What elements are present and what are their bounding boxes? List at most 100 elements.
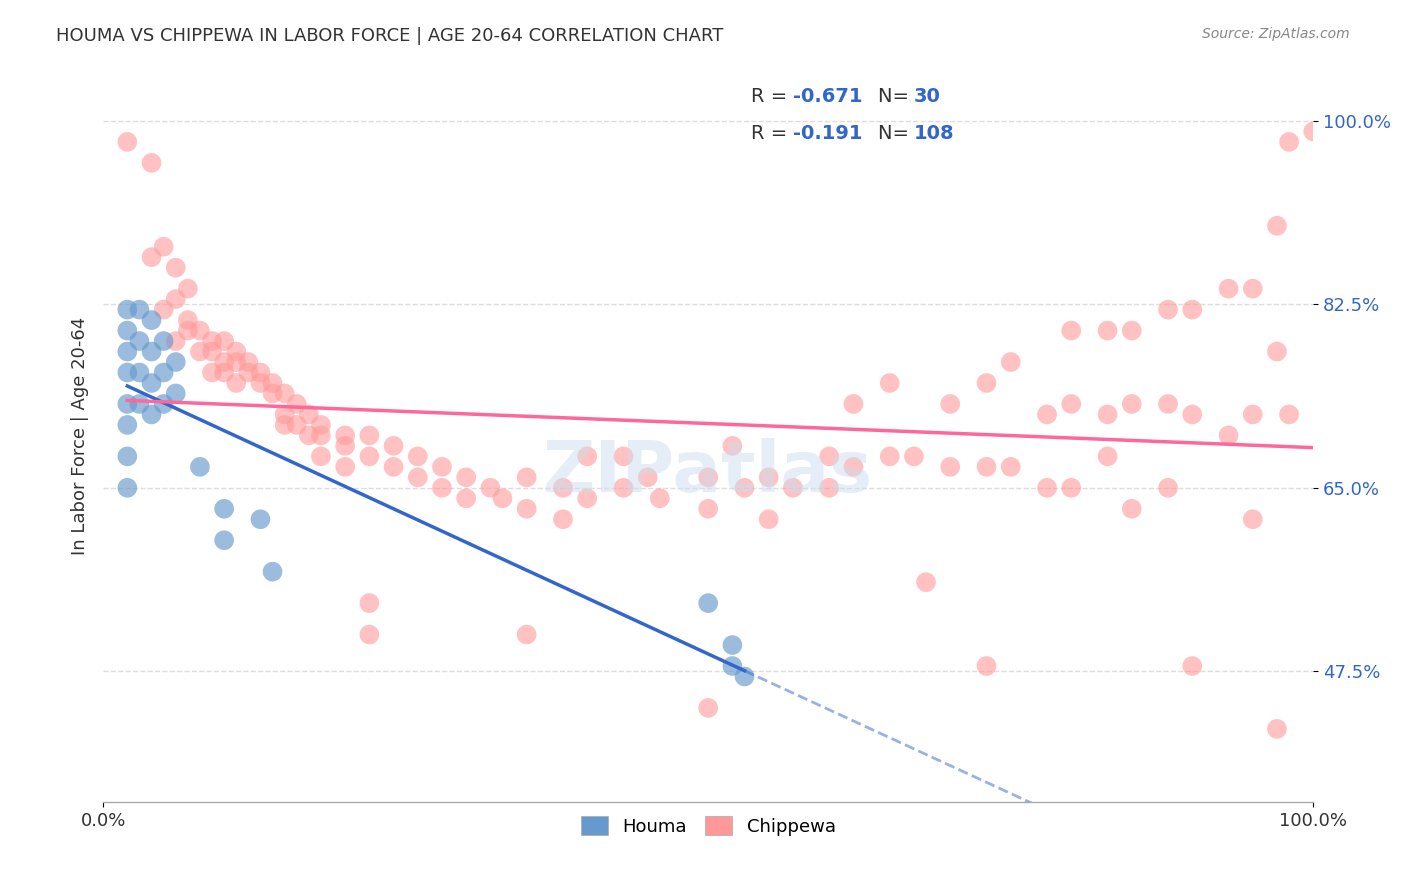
Chippewa [879, 450, 901, 464]
Chippewa [225, 376, 247, 390]
Chippewa [1121, 324, 1143, 338]
Chippewa [152, 240, 174, 254]
Houma [152, 334, 174, 348]
Text: R =: R = [751, 87, 793, 106]
Legend: Houma, Chippewa: Houma, Chippewa [572, 807, 845, 845]
Chippewa [249, 366, 271, 380]
Chippewa [1265, 722, 1288, 736]
Chippewa [188, 344, 211, 359]
Chippewa [551, 481, 574, 495]
Chippewa [1181, 659, 1204, 673]
Chippewa [298, 428, 321, 442]
Chippewa [333, 439, 356, 453]
Chippewa [721, 439, 744, 453]
Chippewa [479, 481, 502, 495]
Chippewa [1218, 282, 1240, 296]
Text: 108: 108 [914, 124, 955, 143]
Chippewa [359, 428, 381, 442]
Text: N=: N= [877, 124, 915, 143]
Text: Source: ZipAtlas.com: Source: ZipAtlas.com [1202, 27, 1350, 41]
Chippewa [551, 512, 574, 526]
Chippewa [430, 481, 453, 495]
Chippewa [1157, 397, 1180, 411]
Chippewa [697, 701, 720, 715]
Chippewa [165, 334, 187, 348]
Houma [152, 366, 174, 380]
Houma [141, 376, 163, 390]
Chippewa [939, 459, 962, 474]
Chippewa [612, 450, 634, 464]
Houma [117, 417, 139, 432]
Houma [128, 366, 150, 380]
Chippewa [309, 417, 332, 432]
Chippewa [249, 376, 271, 390]
Houma [249, 512, 271, 526]
Chippewa [1036, 408, 1059, 422]
Text: ZIPatlas: ZIPatlas [543, 438, 873, 507]
Text: HOUMA VS CHIPPEWA IN LABOR FORCE | AGE 20-64 CORRELATION CHART: HOUMA VS CHIPPEWA IN LABOR FORCE | AGE 2… [56, 27, 724, 45]
Chippewa [201, 334, 224, 348]
Chippewa [406, 470, 429, 484]
Chippewa [576, 450, 599, 464]
Chippewa [382, 439, 405, 453]
Chippewa [842, 459, 865, 474]
Chippewa [1241, 512, 1264, 526]
Text: 30: 30 [914, 87, 941, 106]
Chippewa [201, 344, 224, 359]
Chippewa [262, 376, 284, 390]
Chippewa [212, 334, 235, 348]
Chippewa [188, 324, 211, 338]
Chippewa [782, 481, 804, 495]
Chippewa [758, 470, 780, 484]
Text: -0.191: -0.191 [793, 124, 862, 143]
Chippewa [273, 386, 295, 401]
Chippewa [165, 260, 187, 275]
Chippewa [637, 470, 659, 484]
Chippewa [177, 313, 200, 327]
Chippewa [285, 397, 308, 411]
Houma [141, 408, 163, 422]
Chippewa [612, 481, 634, 495]
Houma [262, 565, 284, 579]
Houma [141, 313, 163, 327]
Houma [734, 669, 756, 683]
Chippewa [309, 450, 332, 464]
Chippewa [491, 491, 513, 506]
Houma [188, 459, 211, 474]
Chippewa [1241, 282, 1264, 296]
Chippewa [141, 156, 163, 170]
Houma [117, 324, 139, 338]
Chippewa [359, 627, 381, 641]
Houma [212, 533, 235, 548]
Chippewa [177, 324, 200, 338]
Chippewa [1121, 501, 1143, 516]
Chippewa [976, 459, 998, 474]
Chippewa [976, 659, 998, 673]
Chippewa [238, 355, 260, 369]
Houma [128, 397, 150, 411]
Chippewa [285, 417, 308, 432]
Chippewa [333, 459, 356, 474]
Houma [117, 344, 139, 359]
Chippewa [648, 491, 671, 506]
Chippewa [1036, 481, 1059, 495]
Houma [165, 355, 187, 369]
Chippewa [359, 450, 381, 464]
Chippewa [152, 302, 174, 317]
Houma [117, 366, 139, 380]
Chippewa [1302, 124, 1324, 138]
Chippewa [842, 397, 865, 411]
Chippewa [1157, 302, 1180, 317]
Houma [117, 302, 139, 317]
Houma [141, 344, 163, 359]
Chippewa [456, 470, 478, 484]
Chippewa [1097, 324, 1119, 338]
Chippewa [1097, 450, 1119, 464]
Chippewa [309, 428, 332, 442]
Chippewa [1181, 302, 1204, 317]
Chippewa [238, 366, 260, 380]
Chippewa [141, 250, 163, 264]
Chippewa [212, 355, 235, 369]
Chippewa [1241, 408, 1264, 422]
Chippewa [333, 428, 356, 442]
